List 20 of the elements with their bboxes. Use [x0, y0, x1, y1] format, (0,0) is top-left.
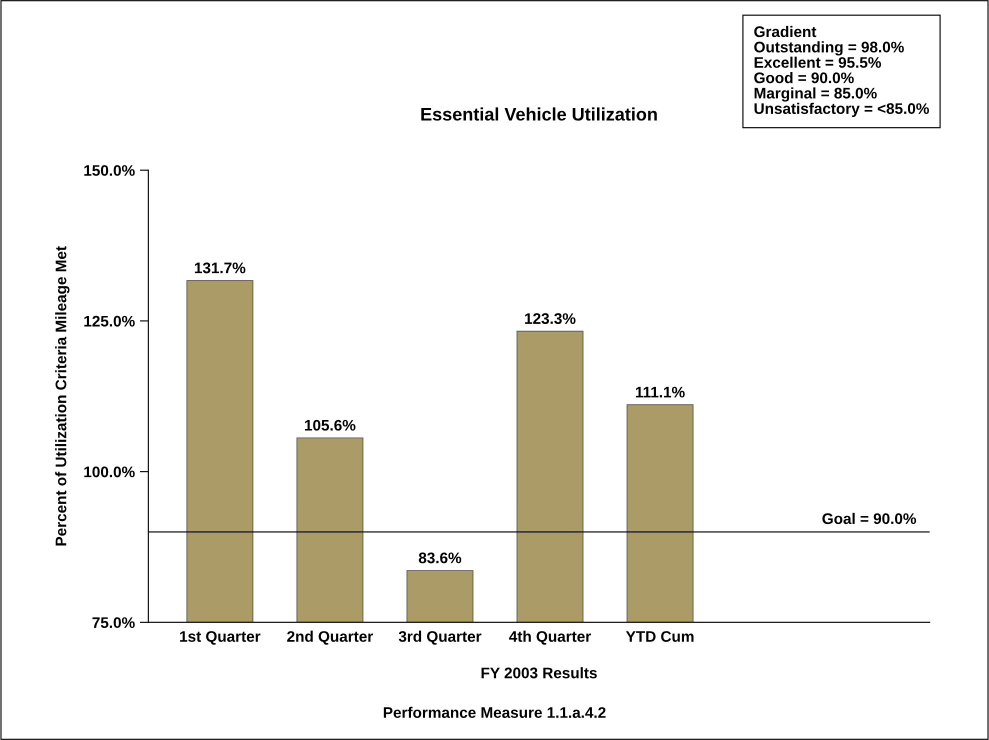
- y-tick-label: 75.0%: [92, 617, 135, 628]
- text: Performance Measure 1.1.a.4.2: [384, 706, 606, 718]
- data-label: 131.7%: [194, 262, 246, 274]
- x-axis-title: FY 2003 Results: [482, 667, 597, 678]
- data-label: 123.3%: [525, 313, 576, 324]
- y-axis-title: Percent of Utilization Criteria Mileage Met: [55, 246, 70, 546]
- data-label: 105.6%: [304, 420, 356, 431]
- y-tick-label: 150.0%: [84, 165, 135, 176]
- x-tick-label: YTD Cum: [626, 631, 694, 642]
- y-tick-label: 125.0%: [84, 316, 135, 327]
- data-label: 83.6%: [418, 552, 462, 564]
- x-tick-label: 1st Quarter: [180, 631, 260, 645]
- data-label: 111.1%: [636, 386, 685, 398]
- x-tick-label: 3rd Quarter: [398, 630, 482, 645]
- x-tick-label: 4th Quarter: [509, 630, 591, 645]
- text: Gradient Outstanding = 98.0% Excellent = 95.5% Good = 90.0% Marginal = 85.0% Unsatisfactory = <85.0%: [754, 26, 929, 118]
- y-tick-label: 100.0%: [84, 466, 135, 478]
- ref-line-label: Goal = 90.0%: [822, 512, 916, 524]
- chart-title: Essential Vehicle Utilization: [421, 107, 657, 121]
- x-tick-label: 2nd Quarter: [287, 630, 373, 645]
